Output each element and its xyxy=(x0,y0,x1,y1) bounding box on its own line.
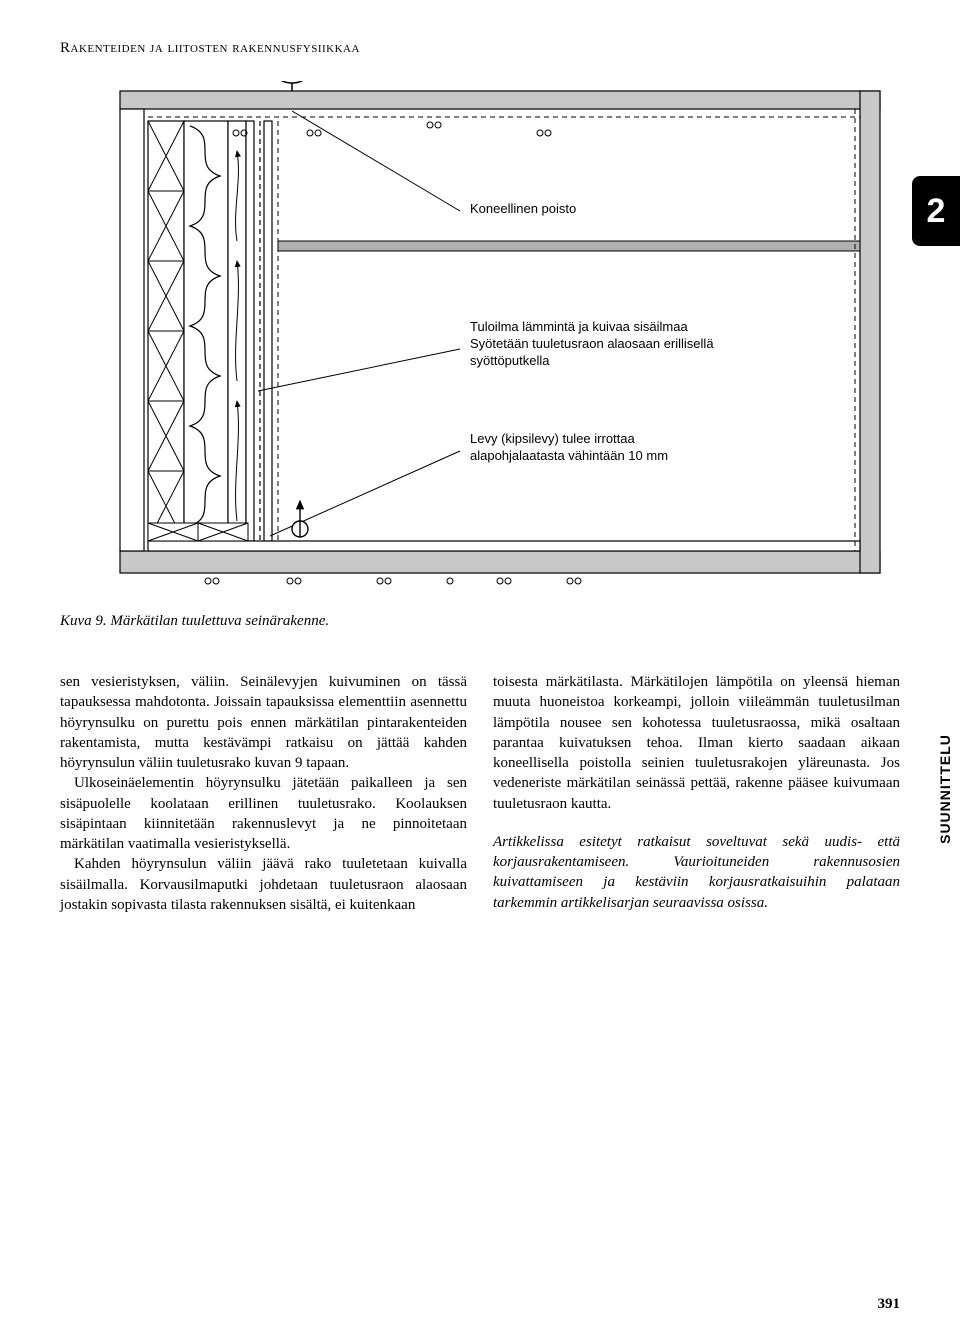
col1-p1: sen vesieristyksen, väliin. Seinälevyjen… xyxy=(60,672,467,773)
col2-p1: toisesta märkätilasta. Märkätilojen lämp… xyxy=(493,672,900,814)
page-header-title: Rakenteiden ja liitosten rakennusfysiikk… xyxy=(60,40,900,57)
chapter-number-badge: 2 xyxy=(912,176,960,246)
annot-supply-air: Tuloilma lämmintä ja kuivaa sisäilmaa Sy… xyxy=(470,319,800,370)
annot-board-gap: Levy (kipsilevy) tulee irrottaa alapohja… xyxy=(470,431,770,465)
side-tab: SUUNNITTELU xyxy=(930,720,960,858)
figure-9: 2 Koneellinen poisto Tuloilma lämmintä j… xyxy=(60,81,900,591)
annot-mechanical-exhaust: Koneellinen poisto xyxy=(470,201,576,218)
col1-p2: Ulkoseinäelementin höyrynsulku jätetään … xyxy=(60,773,467,854)
col1-p3: Kahden höyrynsulun väliin jäävä rako tuu… xyxy=(60,854,467,915)
column-right: toisesta märkätilasta. Märkätilojen lämp… xyxy=(493,672,900,915)
page-number: 391 xyxy=(878,1296,901,1313)
column-left: sen vesieristyksen, väliin. Seinälevyjen… xyxy=(60,672,467,915)
col2-note: Artikkelissa esitetyt ratkaisut soveltuv… xyxy=(493,832,900,913)
body-columns: sen vesieristyksen, väliin. Seinälevyjen… xyxy=(60,672,900,915)
side-tab-label: SUUNNITTELU xyxy=(937,734,953,844)
figure-caption: Kuva 9. Märkätilan tuulettuva seinäraken… xyxy=(60,613,900,630)
